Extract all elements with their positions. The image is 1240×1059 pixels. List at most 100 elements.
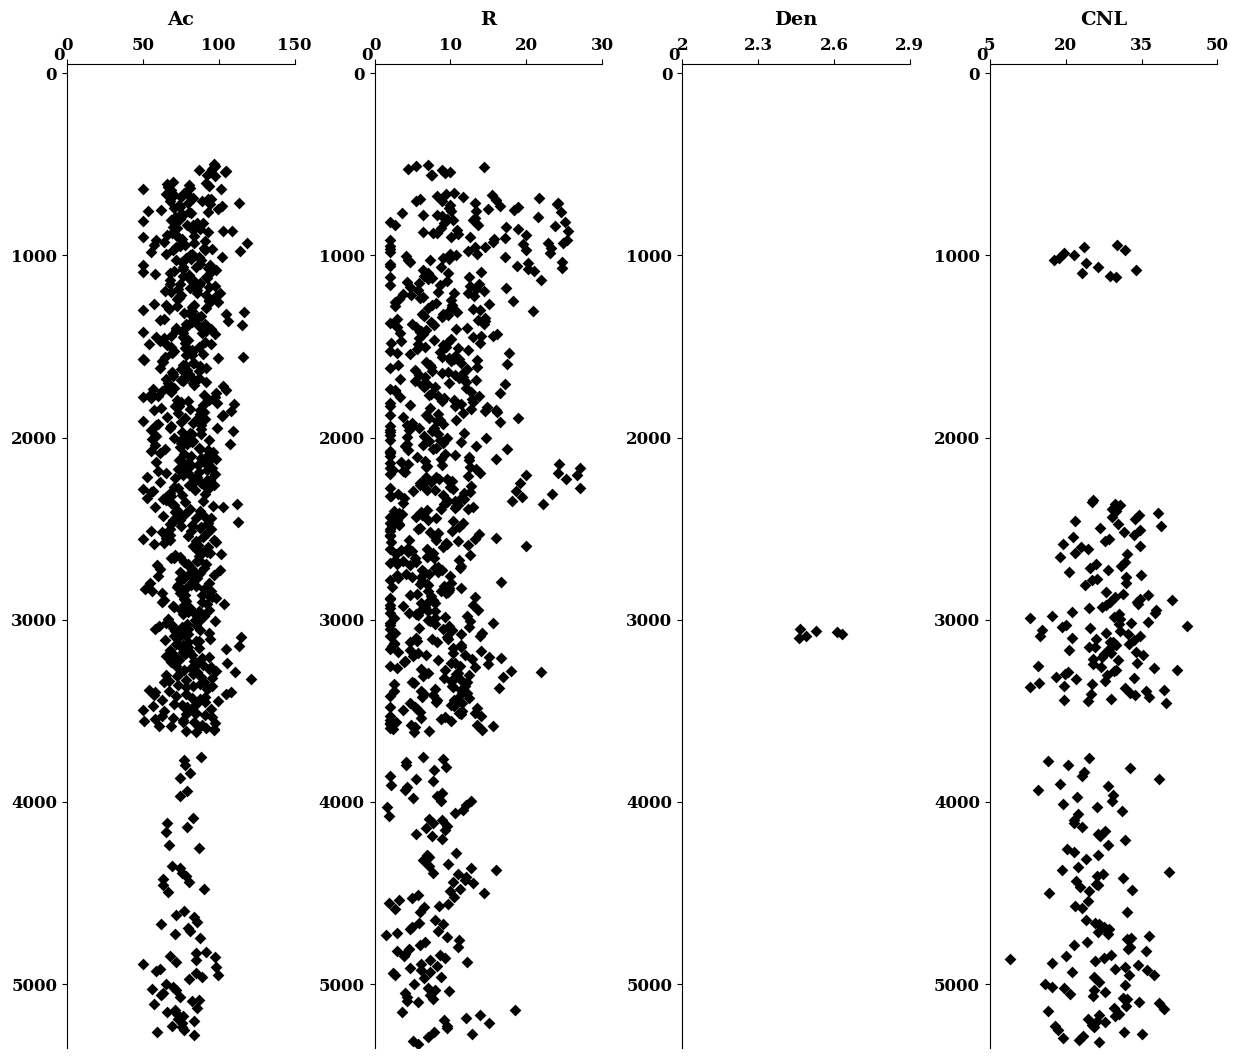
Point	[179, 203, 198, 220]
Point	[402, 418, 422, 435]
Point	[404, 975, 424, 992]
Point	[449, 519, 469, 536]
Point	[1102, 793, 1122, 810]
Point	[486, 192, 506, 209]
Point	[461, 383, 481, 400]
Point	[1089, 1007, 1109, 1024]
Point	[1177, 617, 1197, 634]
Point	[459, 448, 479, 465]
Point	[443, 640, 463, 657]
Point	[470, 627, 490, 644]
Point	[451, 558, 471, 575]
Point	[200, 588, 219, 605]
Point	[150, 445, 170, 462]
Point	[179, 340, 198, 357]
Point	[410, 703, 430, 720]
Point	[556, 214, 575, 231]
Point	[175, 756, 195, 773]
Point	[428, 787, 448, 804]
Point	[193, 492, 213, 509]
Point	[459, 618, 479, 635]
Point	[420, 588, 440, 605]
Point	[443, 679, 463, 696]
Point	[419, 858, 439, 875]
Point	[394, 985, 414, 1002]
Point	[224, 395, 244, 412]
Point	[467, 716, 487, 733]
Point	[470, 388, 490, 405]
Point	[358, 977, 378, 994]
Point	[162, 367, 182, 384]
Point	[415, 852, 435, 869]
Point	[438, 429, 458, 446]
Point	[407, 606, 427, 623]
Point	[200, 294, 219, 311]
Point	[439, 580, 459, 597]
Point	[467, 358, 487, 375]
Point	[1125, 687, 1145, 704]
Point	[141, 385, 161, 402]
Point	[177, 626, 197, 643]
Point	[187, 541, 207, 558]
Point	[170, 398, 190, 415]
Point	[434, 390, 454, 407]
Point	[412, 306, 432, 323]
Point	[410, 191, 430, 208]
Point	[192, 325, 212, 342]
Point	[187, 308, 207, 325]
Point	[1099, 531, 1118, 548]
Point	[425, 610, 445, 627]
Point	[420, 252, 440, 269]
Point	[182, 355, 202, 372]
Point	[425, 680, 445, 697]
Point	[202, 444, 222, 461]
Point	[410, 595, 430, 612]
Point	[403, 483, 423, 500]
Point	[434, 669, 454, 686]
Point	[184, 909, 203, 926]
Point	[449, 351, 469, 367]
Point	[166, 239, 186, 256]
Point	[154, 507, 174, 524]
Point	[440, 228, 460, 245]
Point	[1084, 969, 1104, 986]
Point	[425, 982, 445, 999]
Point	[399, 605, 419, 622]
Point	[455, 868, 475, 885]
Point	[542, 486, 562, 503]
Point	[174, 662, 193, 679]
Point	[417, 457, 436, 474]
Point	[174, 590, 193, 607]
Point	[174, 207, 193, 223]
Point	[463, 1025, 482, 1042]
Point	[382, 638, 402, 654]
Point	[205, 949, 224, 966]
Point	[382, 777, 402, 794]
Point	[186, 616, 206, 633]
Point	[169, 405, 188, 421]
Point	[175, 586, 195, 603]
Point	[1089, 846, 1109, 863]
Point	[1096, 624, 1116, 641]
Point	[546, 218, 565, 235]
Point	[438, 584, 458, 600]
Point	[1159, 864, 1179, 881]
Point	[170, 787, 190, 804]
Point	[195, 559, 215, 576]
Point	[404, 675, 424, 692]
Point	[387, 318, 407, 335]
Point	[179, 267, 198, 284]
Point	[435, 164, 455, 181]
Point	[389, 371, 409, 388]
Point	[441, 353, 461, 370]
Point	[200, 292, 219, 309]
Point	[430, 792, 450, 809]
Point	[379, 394, 399, 411]
Point	[201, 447, 221, 464]
Point	[192, 593, 212, 610]
Point	[409, 903, 429, 920]
Point	[1065, 897, 1085, 914]
Point	[505, 1002, 525, 1019]
Point	[200, 392, 219, 409]
Point	[405, 771, 425, 788]
